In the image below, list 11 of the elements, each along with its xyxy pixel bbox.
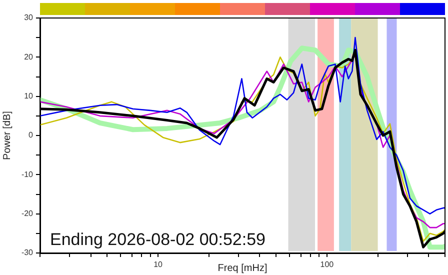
y-tick-label: 10 [24, 92, 34, 101]
y-axis-title: Power [dB] [2, 110, 13, 160]
y-tick-label: 0 [28, 130, 34, 140]
y-tick-label: 30 [24, 13, 34, 22]
x-axis-title: Freq [mHz] [218, 262, 268, 274]
x-tick-label: 100 [320, 260, 334, 270]
y-tick-label: -20 [21, 209, 34, 218]
y-tick-label: -10 [21, 170, 34, 179]
annotation: Ending 2026-08-02 00:52:59 [50, 230, 266, 249]
y-tick-label: 20 [24, 52, 34, 62]
y-tick-label: -30 [21, 248, 34, 258]
